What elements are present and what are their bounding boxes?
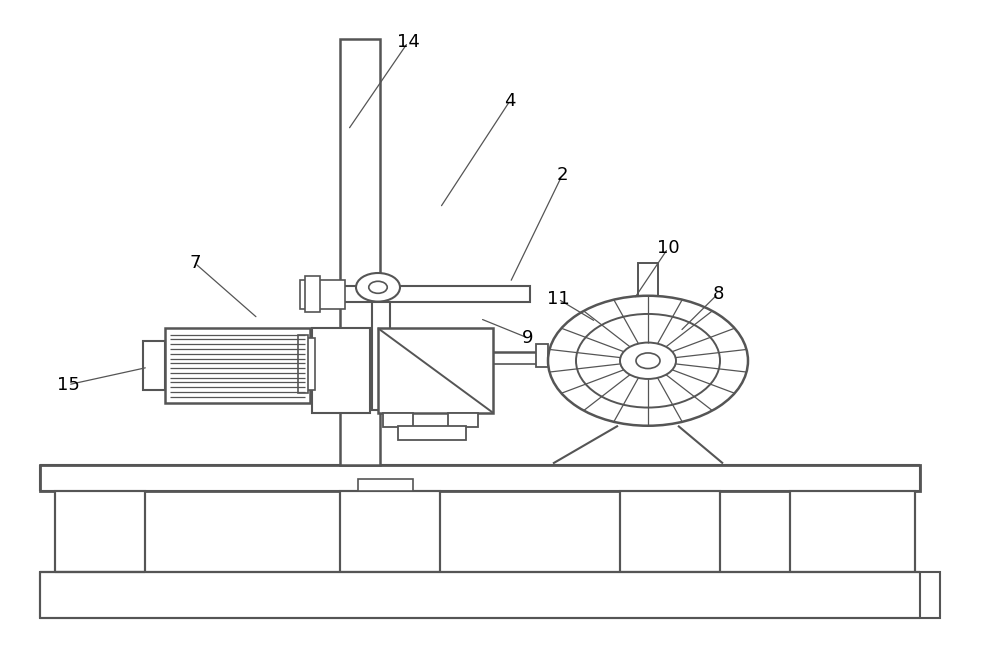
Bar xyxy=(298,335,308,393)
Text: 4: 4 xyxy=(504,92,516,110)
Text: 2: 2 xyxy=(556,166,568,185)
Text: 9: 9 xyxy=(522,329,534,347)
Circle shape xyxy=(548,296,748,426)
Text: 11: 11 xyxy=(547,290,569,308)
Bar xyxy=(536,344,548,367)
Bar xyxy=(55,491,145,572)
Bar xyxy=(312,328,370,413)
Bar xyxy=(358,479,413,491)
Circle shape xyxy=(576,314,720,408)
Circle shape xyxy=(356,273,400,302)
Bar xyxy=(448,413,478,427)
Bar xyxy=(378,328,493,413)
Circle shape xyxy=(620,343,676,379)
Bar xyxy=(790,491,915,572)
Bar xyxy=(165,328,310,403)
Bar xyxy=(300,280,345,309)
Bar xyxy=(372,302,390,410)
Bar xyxy=(305,276,320,312)
Text: 10: 10 xyxy=(657,239,679,257)
Bar xyxy=(40,572,940,618)
Bar xyxy=(143,341,165,390)
Bar xyxy=(340,39,380,465)
Bar xyxy=(40,465,920,491)
Text: 14: 14 xyxy=(397,33,419,51)
Bar xyxy=(638,263,658,305)
Text: 7: 7 xyxy=(189,254,201,272)
Bar xyxy=(398,426,466,440)
Bar xyxy=(620,491,720,572)
Bar xyxy=(383,413,413,427)
Circle shape xyxy=(369,281,387,293)
Circle shape xyxy=(636,353,660,369)
Text: 15: 15 xyxy=(57,376,79,394)
Text: 8: 8 xyxy=(712,285,724,303)
Bar xyxy=(340,491,440,572)
Bar xyxy=(315,286,530,302)
Bar xyxy=(305,338,315,390)
